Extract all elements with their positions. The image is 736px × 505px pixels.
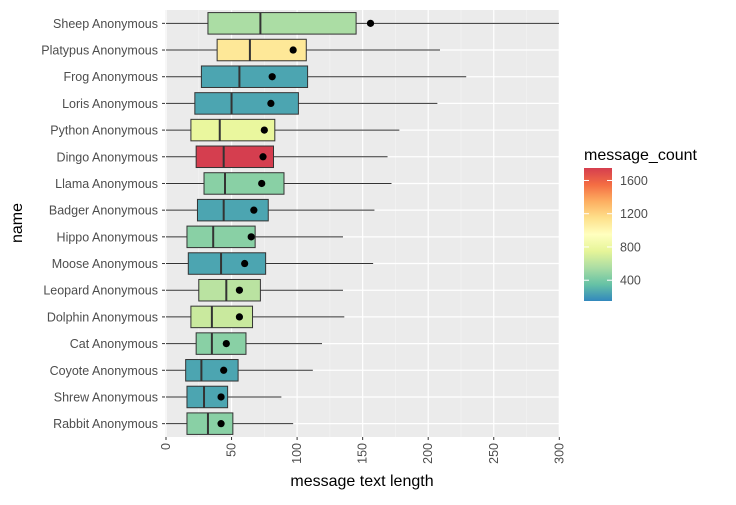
box-iqr bbox=[207, 12, 357, 35]
legend-tick-label: 1600 bbox=[620, 174, 648, 188]
legend: message_count 400 800 1200 1600 bbox=[584, 147, 698, 301]
x-tick-label: 300 bbox=[552, 443, 566, 464]
y-tick-label: Frog Anonymous bbox=[64, 70, 159, 84]
box-llama-anonymous bbox=[166, 172, 392, 195]
legend-tick-label: 400 bbox=[620, 274, 641, 288]
box-platypus-anonymous bbox=[166, 38, 440, 62]
legend-ticks: 400 800 1200 1600 bbox=[584, 174, 648, 288]
box-iqr bbox=[186, 412, 234, 435]
box-iqr bbox=[195, 332, 247, 355]
box-cat-anonymous bbox=[166, 332, 323, 355]
y-axis: Sheep Anonymous Platypus Anonymous Frog An… bbox=[41, 17, 165, 431]
x-tick-label: 150 bbox=[356, 443, 370, 464]
box-iqr bbox=[186, 225, 256, 249]
box-shrew-anonymous bbox=[166, 385, 282, 409]
box-sheep-anonymous bbox=[166, 12, 559, 35]
box-leopard-anonymous bbox=[166, 278, 343, 302]
y-tick-label: Dolphin Anonymous bbox=[47, 310, 158, 324]
box-frog-anonymous bbox=[166, 65, 467, 88]
mean-point bbox=[289, 46, 297, 54]
box-iqr bbox=[196, 198, 269, 222]
mean-point bbox=[250, 206, 258, 214]
box-dolphin-anonymous bbox=[166, 305, 345, 329]
box-iqr bbox=[203, 172, 285, 195]
box-dingo-anonymous bbox=[166, 145, 388, 169]
box-python-anonymous bbox=[166, 118, 400, 142]
box-iqr bbox=[195, 145, 275, 169]
y-tick-label: Sheep Anonymous bbox=[53, 17, 158, 31]
y-axis-title: name bbox=[9, 203, 26, 243]
mean-point bbox=[217, 393, 225, 401]
x-tick-label: 250 bbox=[487, 443, 501, 464]
legend-tick-label: 1200 bbox=[620, 207, 648, 221]
box-iqr bbox=[194, 92, 299, 115]
box-loris-anonymous bbox=[166, 92, 438, 115]
y-tick-label: Badger Anonymous bbox=[49, 204, 158, 218]
mean-point bbox=[241, 259, 249, 268]
x-tick-label: 50 bbox=[225, 443, 239, 457]
mean-point bbox=[220, 366, 228, 374]
y-tick-label: Platypus Anonymous bbox=[41, 44, 158, 58]
x-tick-label: 200 bbox=[421, 443, 435, 464]
y-tick-label: Shrew Anonymous bbox=[54, 390, 158, 404]
mean-point bbox=[235, 313, 244, 321]
box-badger-anonymous bbox=[166, 198, 375, 222]
mean-point bbox=[258, 179, 266, 188]
legend-tick-label: 800 bbox=[620, 240, 641, 254]
boxes-layer bbox=[166, 12, 559, 435]
mean-point bbox=[235, 286, 244, 294]
mean-point bbox=[366, 19, 375, 27]
box-iqr bbox=[216, 38, 307, 62]
box-iqr bbox=[198, 278, 261, 302]
box-hippo-anonymous bbox=[166, 225, 343, 249]
x-tick-label: 0 bbox=[159, 443, 173, 450]
mean-point bbox=[217, 420, 225, 428]
mean-point bbox=[267, 99, 275, 108]
x-axis: 0 50 100 150 200 250 300 bbox=[159, 437, 566, 464]
y-tick-label: Loris Anonymous bbox=[62, 97, 158, 111]
box-iqr bbox=[186, 385, 229, 409]
mean-point bbox=[259, 153, 267, 161]
legend-title: message_count bbox=[584, 147, 698, 164]
y-tick-label: Hippo Anonymous bbox=[57, 230, 158, 244]
box-iqr bbox=[190, 118, 276, 142]
x-tick-label: 100 bbox=[290, 443, 304, 464]
mean-point bbox=[268, 73, 276, 81]
box-iqr bbox=[187, 252, 267, 275]
mean-point bbox=[247, 233, 255, 241]
y-tick-label: Coyote Anonymous bbox=[50, 364, 158, 378]
mean-point bbox=[222, 339, 230, 348]
y-tick-label: Python Anonymous bbox=[50, 124, 158, 138]
mean-point bbox=[260, 126, 268, 134]
box-iqr bbox=[200, 65, 309, 88]
y-tick-label: Leopard Anonymous bbox=[43, 284, 158, 298]
y-tick-label: Dingo Anonymous bbox=[57, 150, 158, 164]
y-tick-label: Rabbit Anonymous bbox=[53, 417, 158, 431]
box-rabbit-anonymous bbox=[166, 412, 294, 435]
legend-colorbar bbox=[584, 168, 612, 301]
box-coyote-anonymous bbox=[166, 359, 313, 382]
box-moose-anonymous bbox=[166, 252, 374, 275]
box-iqr bbox=[185, 359, 239, 382]
y-tick-label: Cat Anonymous bbox=[70, 337, 158, 351]
y-tick-label: Llama Anonymous bbox=[55, 177, 158, 191]
y-tick-label: Moose Anonymous bbox=[52, 257, 158, 271]
box-iqr bbox=[190, 305, 254, 329]
x-axis-title: message text length bbox=[290, 473, 433, 490]
